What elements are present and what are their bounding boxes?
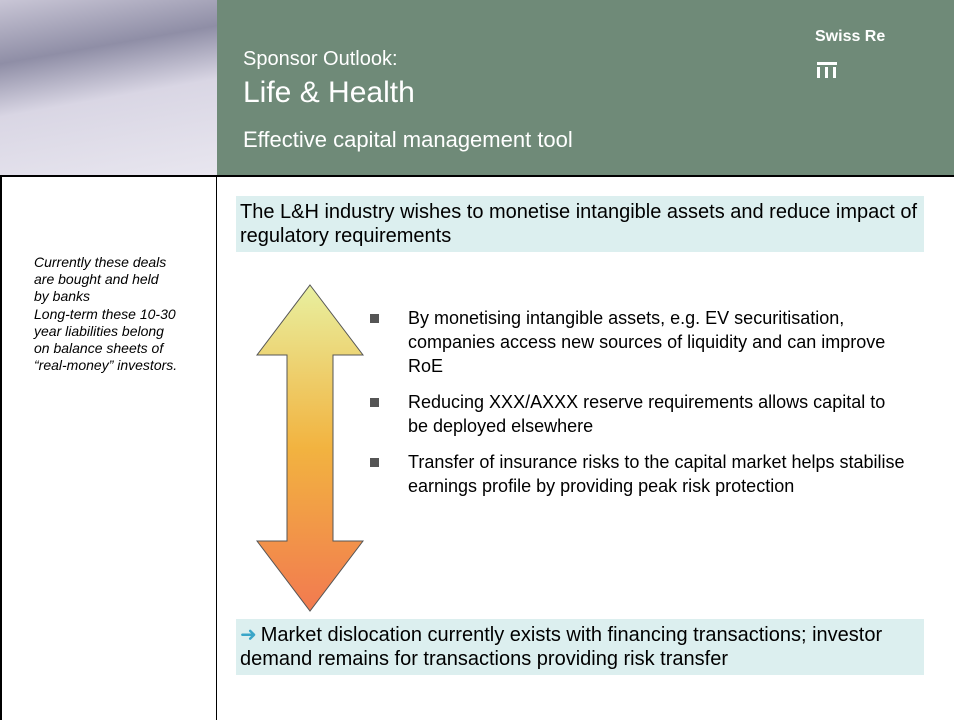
bullet-text: Reducing XXX/AXXX reserve requirements a… [408, 392, 886, 436]
subtitle: Effective capital management tool [243, 127, 573, 152]
arrow-icon: ➜ [240, 624, 257, 646]
conclusion-box: ➜ Market dislocation currently exists wit… [236, 619, 924, 675]
note: Currently these deals are bought and hel… [34, 254, 167, 304]
header-image [0, 0, 217, 175]
bullet-list: By monetising intangible assets, e.g. EV… [370, 306, 910, 498]
brand-logo [817, 62, 837, 78]
header-band [217, 0, 954, 175]
bullet: By monetising intangible assets, e.g. EV… [370, 306, 910, 378]
brand: Swiss Re [815, 28, 886, 45]
bullet-text: By monetising intangible assets, e.g. EV… [408, 308, 886, 376]
divider [0, 175, 954, 177]
sidebar-divider [216, 175, 217, 720]
note: Long-term these 10-30 year liabilities b… [34, 306, 178, 373]
conclusion: Market dislocation currently exists with… [240, 624, 883, 670]
border-left [0, 175, 2, 720]
headline: The L&H industry wishes to monetise inta… [236, 196, 924, 252]
title-line1: Sponsor Outlook: [243, 48, 398, 70]
title-line2: Life & Health [243, 76, 415, 109]
bullet-text: Transfer of insurance risks to the capit… [408, 452, 905, 496]
arrow [255, 284, 365, 612]
bullet: Transfer of insurance risks to the capit… [370, 450, 910, 498]
bullet: Reducing XXX/AXXX reserve requirements a… [370, 390, 910, 438]
